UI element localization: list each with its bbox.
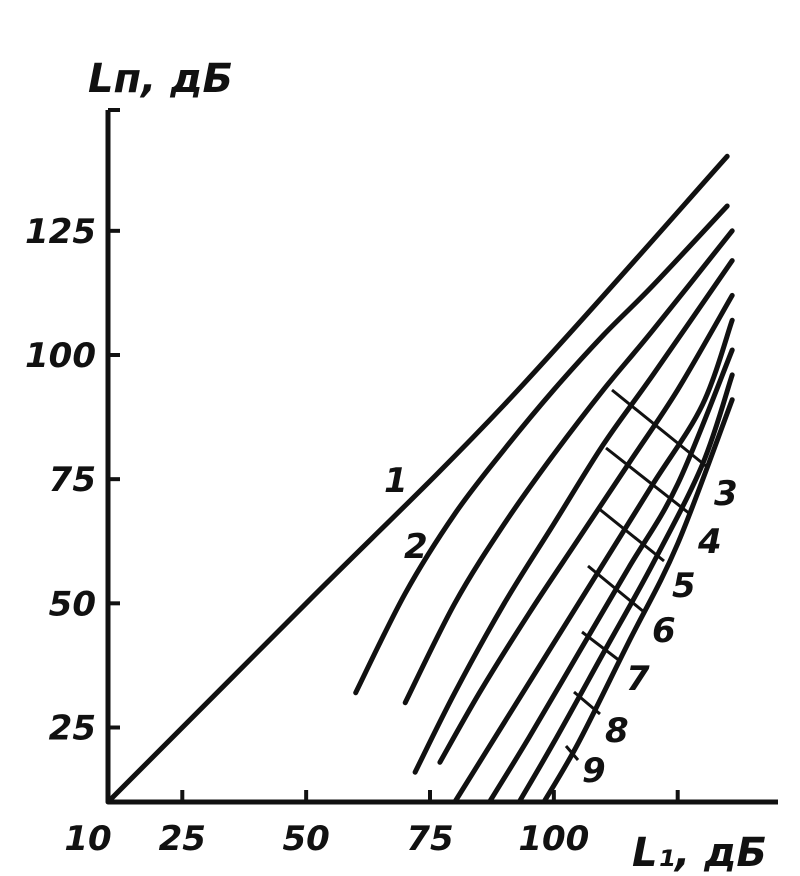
curve-2	[353, 203, 730, 696]
curve-label-7: 7	[626, 659, 650, 699]
curve-4	[412, 258, 735, 775]
x-axis-title: L₁, дБ	[632, 830, 767, 876]
x-tick-label: 10	[64, 819, 111, 859]
y-tick-label: 75	[49, 460, 96, 500]
curve-8	[516, 372, 735, 805]
curve-label-9: 9	[582, 751, 606, 791]
x-tick-label: 25	[159, 819, 206, 859]
x-tick-label: 100	[518, 819, 589, 859]
leader-line-6	[587, 564, 645, 614]
leader-line-5	[597, 506, 665, 563]
y-axis-title: Lп, дБ	[88, 56, 233, 102]
curve-3	[402, 228, 735, 706]
y-tick-label: 125	[25, 212, 96, 252]
curve-7	[486, 347, 735, 805]
x-tick-label: 50	[282, 819, 329, 859]
curve-1	[105, 153, 730, 805]
curve-label-5: 5	[672, 566, 696, 606]
curve-label-1: 1	[384, 461, 408, 501]
curve-5	[437, 292, 735, 765]
y-tick-label: 50	[49, 584, 96, 624]
x-tick-label: 75	[406, 819, 453, 859]
curve-label-4: 4	[697, 522, 722, 562]
curve-6	[452, 317, 735, 805]
leader-line-9	[564, 745, 580, 761]
chart-curves	[105, 153, 735, 805]
y-tick-label: 100	[25, 336, 96, 376]
y-tick-label: 25	[49, 709, 96, 749]
leader-line-8	[573, 690, 601, 716]
leader-line-7	[581, 630, 621, 663]
curve-label-6: 6	[652, 611, 676, 651]
curve-label-2: 2	[404, 527, 428, 567]
curve-label-3: 3	[714, 474, 738, 514]
leader-line-3	[611, 388, 707, 468]
curve-label-8: 8	[605, 711, 629, 751]
leader-line-4	[605, 446, 691, 516]
